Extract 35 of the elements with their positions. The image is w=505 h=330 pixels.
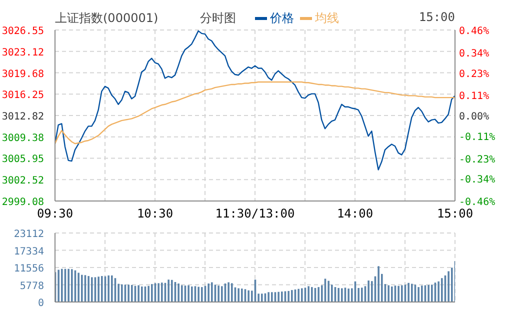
y-tick-label: 3005.95 [2, 154, 44, 166]
y2-tick-label: -0.34% [459, 174, 496, 186]
chart-subtitle: 分时图 [200, 10, 236, 27]
legend-label: 均线 [314, 10, 339, 27]
y-tick-label: 0 [38, 298, 44, 309]
y-tick-label: 3012.82 [2, 111, 44, 122]
y-tick-label: 3016.25 [2, 90, 44, 102]
y-tick-label: 3026.55 [2, 26, 44, 37]
y-tick-label: 5778 [20, 280, 44, 292]
y2-tick-label: 0.23% [459, 68, 490, 80]
y-tick-label: 3002.52 [2, 176, 44, 187]
y-tick-label: 3009.38 [2, 132, 44, 144]
y-tick-label: 11556 [14, 264, 44, 274]
y2-tick-label: -0.46% [459, 197, 496, 208]
text: 15:00 [418, 10, 455, 24]
y2-tick-label: 0.34% [459, 48, 490, 60]
y2-tick-label: -0.11% [459, 132, 496, 143]
y-tick-label: 17334 [14, 246, 44, 258]
y-tick-label: 3023.12 [2, 47, 44, 58]
chart-title: 上证指数(000001) [55, 10, 158, 27]
y-tick-label: 3019.68 [2, 68, 44, 80]
line-series [55, 81, 455, 144]
y2-tick-label: 0.00% [459, 112, 490, 122]
x-tick-label: 11:30/13:00 [215, 206, 295, 221]
x-tick-label: 15:00 [436, 206, 474, 221]
y-tick-label: 23112 [14, 229, 44, 240]
x-tick-label: 14:00 [336, 206, 374, 221]
y2-tick-label: 0.46% [459, 26, 490, 37]
legend-label: 价格 [269, 10, 294, 27]
x-tick-label: 10:30 [136, 206, 174, 221]
x-tick-label: 09:30 [36, 206, 74, 221]
y-tick-label: 2999.08 [2, 197, 44, 208]
line-series [55, 30, 455, 170]
y2-tick-label: -0.23% [459, 154, 496, 166]
y2-tick-label: 0.11% [459, 91, 490, 102]
